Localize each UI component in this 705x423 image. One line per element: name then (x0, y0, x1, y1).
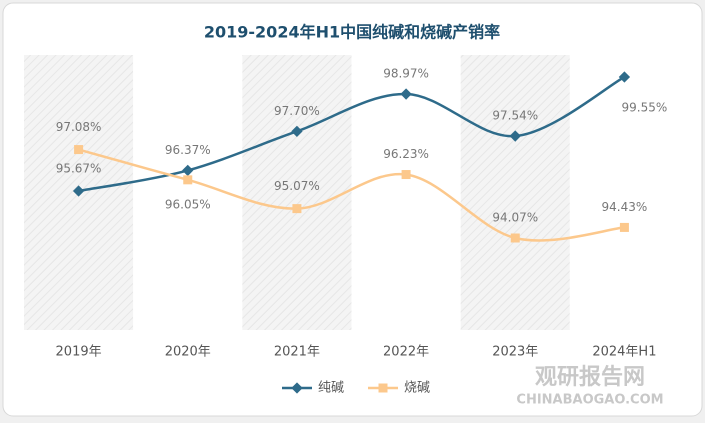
data-label: 94.43% (602, 200, 648, 214)
marker (182, 164, 194, 177)
legend-label: 烧碱 (404, 381, 430, 396)
x-tick-label: 2019年 (56, 345, 102, 360)
data-label: 96.05% (165, 197, 211, 211)
legend-label: 纯碱 (318, 381, 344, 396)
data-label: 98.97% (383, 67, 429, 81)
data-label: 99.55% (622, 101, 668, 115)
series-line (78, 75, 626, 193)
marker (401, 170, 411, 180)
x-tick-label: 2021年 (274, 345, 320, 360)
chart-title: 2019-2024年H1中国纯碱和烧碱产销率 (204, 23, 500, 42)
marker (292, 204, 302, 214)
watermark-name: 观研报告网 (535, 365, 645, 390)
x-tick-label: 2022年 (383, 345, 429, 360)
data-label: 95.67% (56, 161, 102, 175)
data-label: 97.54% (492, 109, 538, 123)
data-label: 96.23% (383, 147, 429, 161)
marker (74, 145, 84, 155)
plot-band (569, 55, 679, 330)
x-tick-label: 2023年 (492, 345, 538, 360)
series-line (78, 148, 625, 242)
marker (509, 130, 521, 142)
legend-marker (291, 382, 303, 394)
data-label: 97.70% (274, 104, 320, 118)
data-label: 97.08% (56, 120, 102, 134)
plot-band (460, 55, 570, 330)
data-label: 96.37% (165, 143, 211, 157)
legend-marker (378, 383, 388, 393)
watermark-url: CHINABAOGAO.COM (516, 393, 663, 408)
data-label: 95.07% (274, 179, 320, 193)
marker (183, 175, 193, 185)
plot-band (242, 55, 352, 330)
marker (510, 233, 520, 243)
marker (619, 222, 629, 232)
data-label: 94.07% (492, 211, 538, 225)
x-tick-label: 2024年H1 (592, 345, 656, 360)
x-tick-label: 2020年 (165, 345, 211, 360)
